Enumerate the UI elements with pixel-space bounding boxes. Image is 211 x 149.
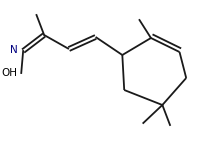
Text: OH: OH xyxy=(1,68,18,78)
Text: N: N xyxy=(10,45,18,55)
